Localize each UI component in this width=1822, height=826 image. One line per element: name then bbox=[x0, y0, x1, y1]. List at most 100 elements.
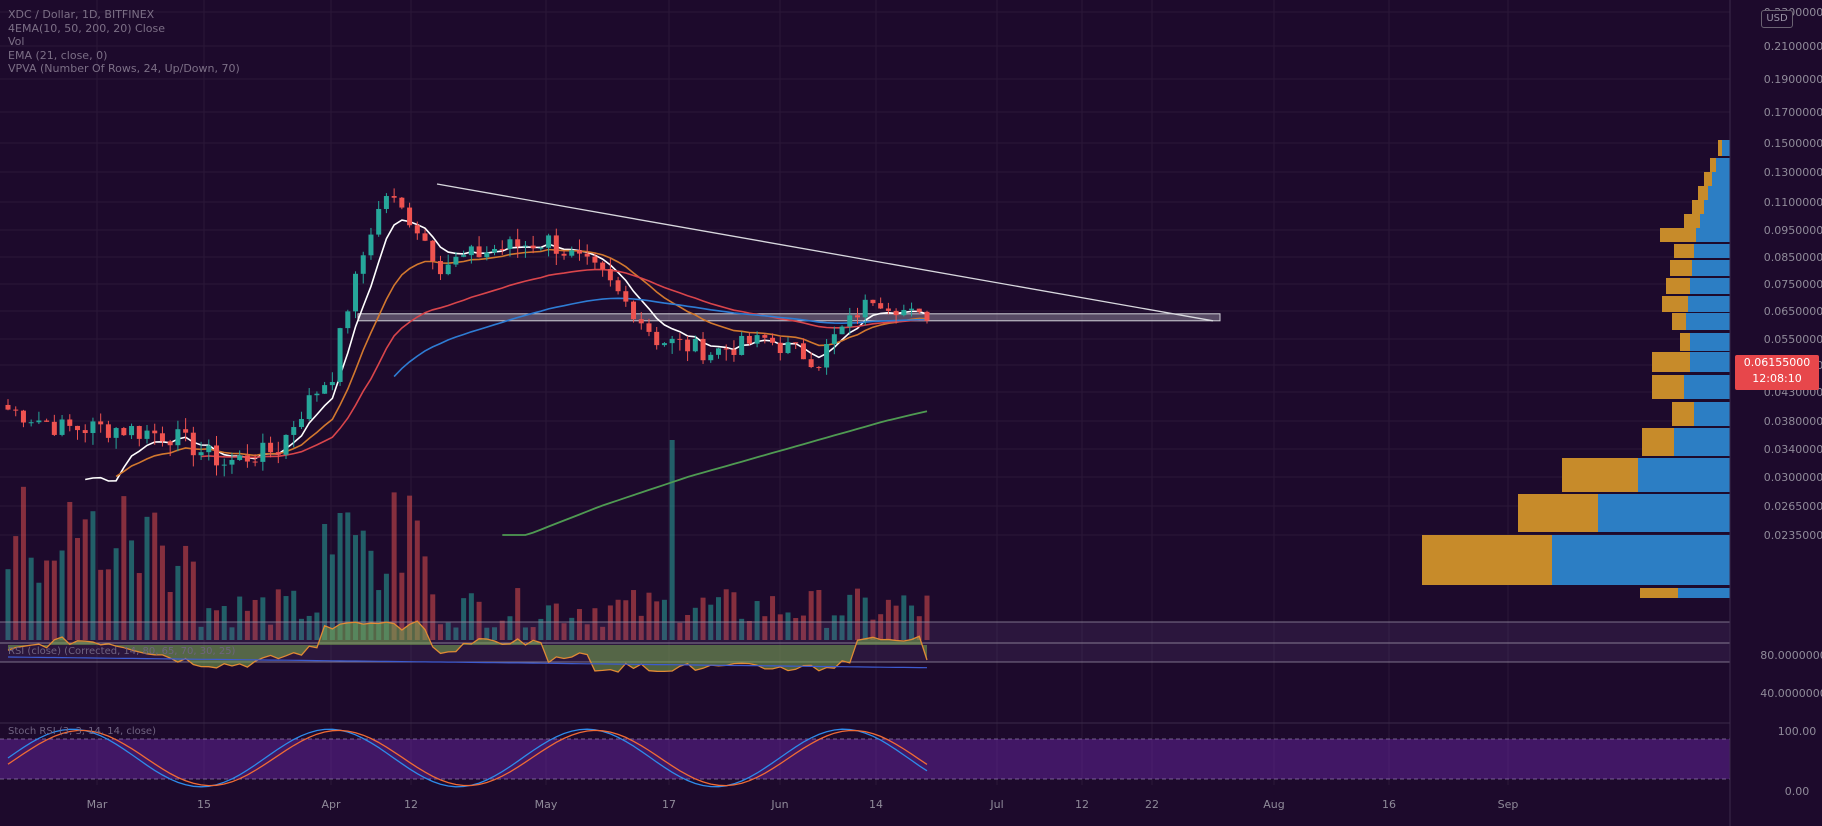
volume-bar bbox=[221, 606, 227, 640]
volume-bar bbox=[916, 616, 922, 640]
candle-body bbox=[816, 367, 822, 369]
volume-bar bbox=[414, 520, 420, 640]
candle-body bbox=[754, 335, 760, 344]
candle-body bbox=[252, 461, 258, 463]
volume-bar bbox=[268, 624, 274, 640]
stoch-pane-label[interactable]: Stoch RSI (3, 3, 14, 14, close) bbox=[8, 726, 156, 737]
volume-bar bbox=[677, 622, 683, 640]
last-price-value: 0.06155000 bbox=[1743, 356, 1811, 369]
candle-body bbox=[507, 239, 513, 250]
currency-button[interactable]: USD bbox=[1761, 10, 1793, 28]
candle-body bbox=[885, 308, 891, 311]
volume-bar bbox=[862, 597, 868, 640]
volume-bar bbox=[399, 572, 405, 640]
vpva-row-down bbox=[1698, 186, 1708, 200]
candle-body bbox=[909, 308, 915, 310]
candle-body bbox=[260, 442, 266, 462]
volume-bar bbox=[144, 516, 150, 640]
volume-bar bbox=[793, 618, 799, 640]
descending-trendline[interactable] bbox=[436, 183, 1214, 322]
volume-bar bbox=[561, 623, 567, 640]
vpva-row-down bbox=[1674, 244, 1694, 258]
candle-body bbox=[51, 421, 57, 435]
candle-body bbox=[584, 253, 590, 257]
candle-body bbox=[924, 311, 930, 321]
vpva-row-down bbox=[1642, 428, 1674, 456]
volume-bar bbox=[461, 598, 467, 640]
legend-volume[interactable]: Vol bbox=[8, 35, 25, 49]
candle-body bbox=[5, 404, 11, 410]
candle-body bbox=[607, 269, 613, 281]
volume-bar bbox=[746, 620, 752, 640]
candle-body bbox=[484, 252, 490, 258]
volume-bar bbox=[136, 573, 142, 640]
volume-bar bbox=[584, 624, 590, 640]
volume-bar bbox=[237, 596, 243, 640]
stoch-axis: 100.00 0.00 bbox=[1778, 725, 1817, 798]
candle-body bbox=[499, 248, 505, 250]
volume-bar bbox=[631, 590, 637, 640]
volume-bar bbox=[546, 605, 552, 640]
vpva-row-down bbox=[1710, 158, 1716, 172]
rsi-pane-label[interactable]: RSI (close) (Corrected, 14, 80, 65, 70, … bbox=[8, 646, 236, 657]
vpva-row-down bbox=[1672, 402, 1694, 426]
legend-symbol[interactable]: XDC / Dollar, 1D, BITFINEX bbox=[8, 8, 155, 21]
candle-body bbox=[762, 335, 768, 338]
vpva-row-up bbox=[1684, 375, 1730, 399]
legend-ema[interactable]: EMA (21, close, 0) bbox=[8, 48, 108, 62]
volume-bar bbox=[422, 556, 428, 640]
legend-vpva[interactable]: VPVA (Number Of Rows, 24, Up/Down, 70) bbox=[8, 62, 240, 76]
volume-bar bbox=[499, 620, 505, 640]
time-label: 17 bbox=[662, 798, 676, 811]
candle-body bbox=[237, 455, 243, 460]
candle-body bbox=[167, 441, 173, 446]
volume-bar bbox=[437, 624, 443, 640]
volume-bar bbox=[345, 512, 351, 640]
candle-body bbox=[854, 315, 860, 318]
candle-body bbox=[661, 343, 667, 346]
stoch-axis-label: 0.00 bbox=[1785, 785, 1810, 798]
candle-body bbox=[638, 319, 644, 324]
candle-body bbox=[28, 422, 34, 424]
candle-body bbox=[522, 245, 528, 247]
candle-body bbox=[669, 338, 675, 344]
legend-moving-averages[interactable]: 4EMA(10, 50, 200, 20) Close bbox=[8, 21, 165, 35]
volume-bar bbox=[723, 589, 729, 640]
time-label: 15 bbox=[197, 798, 211, 811]
candle-body bbox=[129, 426, 135, 436]
volume-bar bbox=[754, 601, 760, 640]
vpva-row-down bbox=[1704, 172, 1712, 186]
volume-bar bbox=[13, 536, 19, 640]
stoch-axis-label: 100.00 bbox=[1778, 725, 1817, 738]
vpva-row-up bbox=[1678, 588, 1730, 598]
candle-body bbox=[422, 233, 428, 241]
volume-bar bbox=[383, 573, 389, 640]
rsi-line bbox=[7, 620, 928, 673]
vpva-row-up bbox=[1674, 428, 1730, 456]
candle-body bbox=[206, 445, 212, 453]
candle-body bbox=[345, 311, 351, 329]
candle-body bbox=[314, 393, 320, 396]
candle-body bbox=[368, 234, 374, 256]
vpva-row-up bbox=[1712, 172, 1730, 186]
vpva-row-down bbox=[1640, 588, 1678, 598]
volume-bar bbox=[885, 599, 891, 640]
vpva-row-down bbox=[1670, 260, 1692, 276]
volume-bar bbox=[59, 550, 65, 640]
candle-body bbox=[770, 337, 776, 343]
volume-bar bbox=[152, 512, 158, 640]
vpva-row-up bbox=[1722, 140, 1730, 156]
volume-bar bbox=[98, 569, 104, 640]
volume-bar bbox=[20, 486, 26, 640]
volume-bar bbox=[159, 545, 165, 640]
vpva-row-up bbox=[1694, 402, 1730, 426]
candle-body bbox=[268, 442, 274, 453]
last-price-badge: 0.06155000 12:08:10 bbox=[1735, 355, 1819, 390]
